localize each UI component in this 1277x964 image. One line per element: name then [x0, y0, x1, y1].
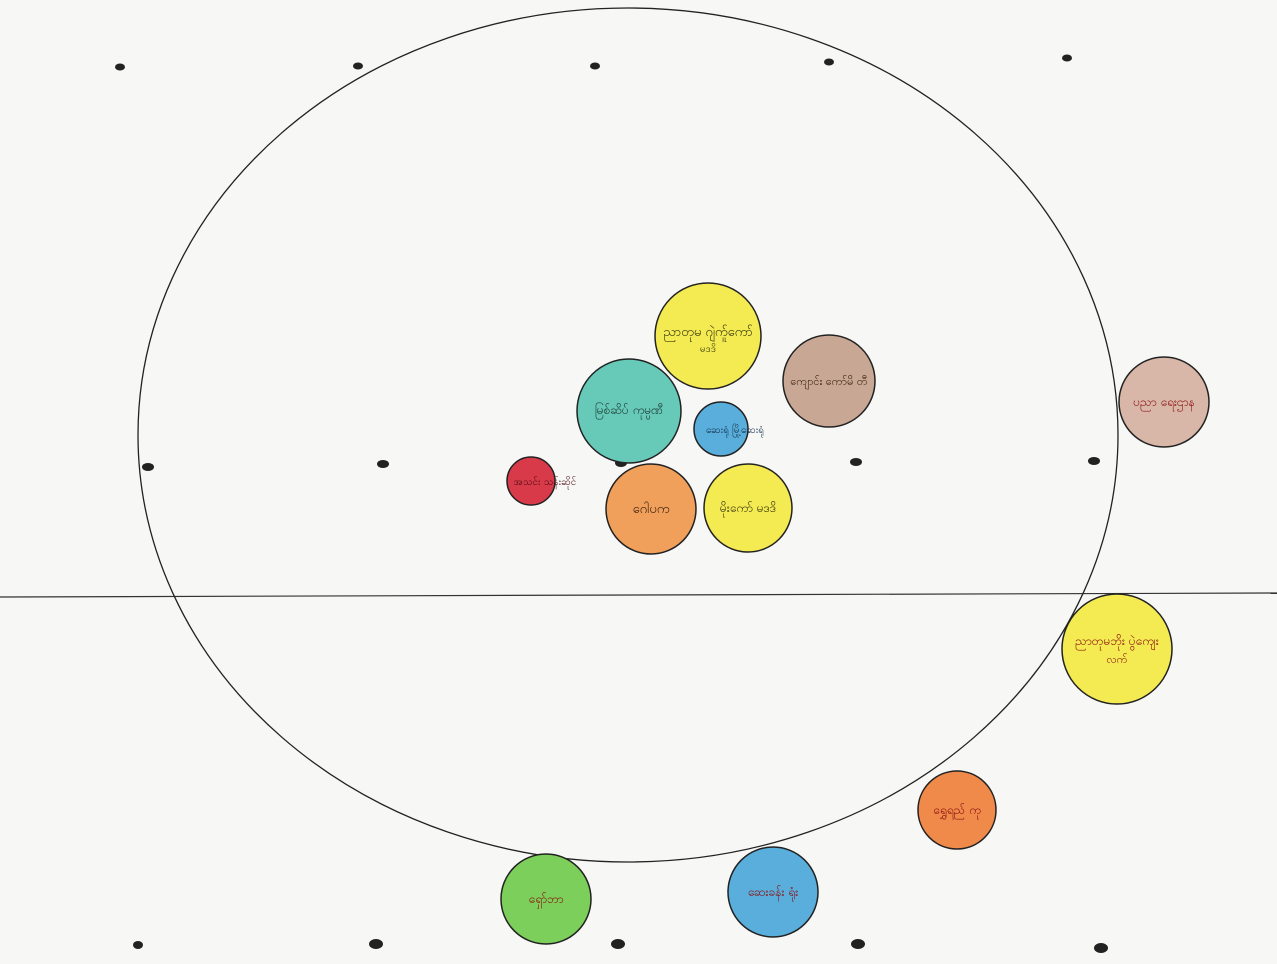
node-n12: ရှော်ဘာ — [500, 853, 592, 945]
horizontal-divider — [0, 592, 1277, 598]
node-n1-label2: မဒဒိ — [700, 342, 716, 355]
node-n7-label: မိုးကော် မဒဒိ — [720, 500, 776, 518]
node-n4-label: ဆေးရုံ မြို့ဆေးရုံ — [706, 422, 764, 438]
node-n5: အသင်း သန်းဆိုင် — [506, 456, 577, 506]
node-n9-label: ညာတုမဘိုး ပွဲကျေး — [1075, 633, 1159, 651]
node-n5-label: အသင်း သန်းဆိုင် — [514, 475, 577, 490]
node-n1: ညာတုမ ဂျဲက်ူကော် မဒဒိ — [654, 282, 762, 390]
node-n2-label: ကျောင်း ကော်မိ တီ — [790, 375, 867, 390]
node-n2: ကျောင်း ကော်မိ တီ — [782, 334, 876, 428]
node-n3-label: မြစ်ဆိပ် ကုမ္ပဏီ — [595, 401, 664, 420]
node-n7: မိုးကော် မဒဒိ — [703, 463, 793, 553]
node-n10: ရွှေရည် ကု — [917, 770, 997, 850]
node-n1-label: ညာတုမ ဂျဲက်ူကော် — [663, 324, 753, 342]
node-n10-label: ရွှေရည် ကု — [933, 802, 981, 820]
node-n12-label: ရှော်ဘာ — [528, 891, 563, 909]
node-n8: ပညာ ရေးဌာန — [1118, 356, 1210, 448]
node-n6: ဂေါပက — [605, 463, 697, 555]
node-n4: ဆေးရုံ မြို့ဆေးရုံ — [693, 401, 764, 457]
node-n8-label: ပညာ ရေးဌာန — [1133, 395, 1194, 412]
node-n11-label: ဆေးခန်း ရုံး — [748, 884, 798, 902]
node-n9: ညာတုမဘိုး ပွဲကျေး လက် — [1061, 593, 1173, 705]
node-n9-label2: လက် — [1106, 653, 1127, 666]
node-n11: ဆေးခန်း ရုံး — [727, 846, 819, 938]
node-n6-label: ဂေါပက — [633, 501, 670, 517]
node-n3: မြစ်ဆိပ် ကုမ္ပဏီ — [576, 358, 682, 464]
community-boundary-circle — [137, 7, 1119, 863]
